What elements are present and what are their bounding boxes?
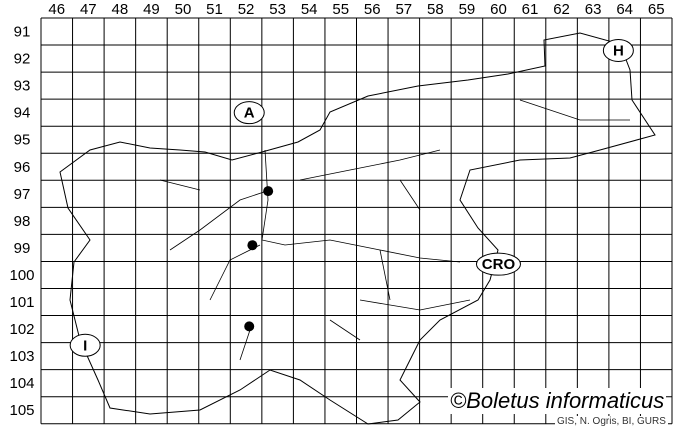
row-label: 103 (9, 348, 34, 365)
column-label: 56 (364, 1, 381, 18)
country-label: CRO (475, 252, 521, 276)
row-label: 105 (9, 402, 34, 419)
country-label-text: A (244, 105, 255, 122)
country-label-ellipse (602, 38, 634, 62)
column-label: 50 (175, 1, 192, 18)
country-label-text: H (613, 42, 624, 59)
country-label-text: I (83, 337, 87, 354)
column-label: 65 (648, 1, 665, 18)
column-label: 62 (553, 1, 570, 18)
country-label-ellipse (475, 252, 521, 276)
copyright-text: ©Boletus informaticus (448, 388, 667, 414)
column-label: 47 (80, 1, 97, 18)
credit-text: GIS, N. Ogris, BI, GURS (555, 416, 668, 427)
grid (40, 17, 673, 425)
column-label: 63 (585, 1, 602, 18)
row-label: 102 (9, 321, 34, 338)
column-label: 64 (616, 1, 633, 18)
row-label: 104 (9, 375, 34, 392)
country-label: A (233, 101, 265, 125)
record-dots (244, 186, 274, 332)
row-label: 96 (14, 159, 31, 176)
country-label-text: CRO (482, 256, 516, 273)
column-label: 54 (301, 1, 318, 18)
column-label: 51 (206, 1, 223, 18)
row-label: 99 (14, 240, 31, 257)
row-label: 91 (14, 24, 31, 41)
country-label: I (69, 333, 101, 357)
row-label: 98 (14, 213, 31, 230)
row-label: 95 (14, 132, 31, 149)
column-label: 59 (459, 1, 476, 18)
record-dot (263, 186, 274, 197)
column-label: 60 (490, 1, 507, 18)
country-label-ellipse (233, 101, 265, 125)
rivers (159, 99, 630, 361)
record-dot (247, 240, 258, 251)
column-label: 46 (48, 1, 65, 18)
column-label: 55 (332, 1, 349, 18)
row-label: 97 (14, 186, 31, 203)
column-label: 53 (269, 1, 286, 18)
country-label-ellipse (69, 333, 101, 357)
column-label: 58 (427, 1, 444, 18)
country-label: H (602, 38, 634, 62)
column-label: 57 (395, 1, 412, 18)
row-label: 94 (14, 105, 31, 122)
country-border (59, 32, 656, 425)
axis-labels: 46 47 48 49 50 51 52 53 54 55 56 57 58 59 60 61 62 63 64 65… (9, 1, 664, 419)
country-labels: A H CRO I (69, 38, 634, 357)
column-label: 61 (522, 1, 539, 18)
row-label: 92 (14, 51, 31, 68)
record-dot (244, 321, 255, 332)
column-label: 49 (143, 1, 160, 18)
row-label: 100 (9, 267, 34, 284)
row-label: 93 (14, 78, 31, 95)
column-label: 52 (238, 1, 255, 18)
row-label: 101 (9, 294, 34, 311)
column-label: 48 (112, 1, 129, 18)
